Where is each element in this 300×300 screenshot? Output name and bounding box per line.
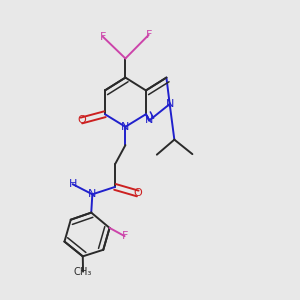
Text: F: F	[146, 30, 152, 40]
Text: N: N	[121, 122, 130, 132]
Text: CH₃: CH₃	[74, 267, 92, 277]
Text: N: N	[88, 189, 97, 199]
Text: N: N	[145, 116, 153, 125]
Text: O: O	[133, 188, 142, 199]
Text: F: F	[122, 231, 128, 241]
Text: O: O	[77, 116, 86, 125]
Text: N: N	[166, 99, 174, 109]
Text: H: H	[68, 179, 77, 189]
Text: F: F	[100, 32, 106, 42]
